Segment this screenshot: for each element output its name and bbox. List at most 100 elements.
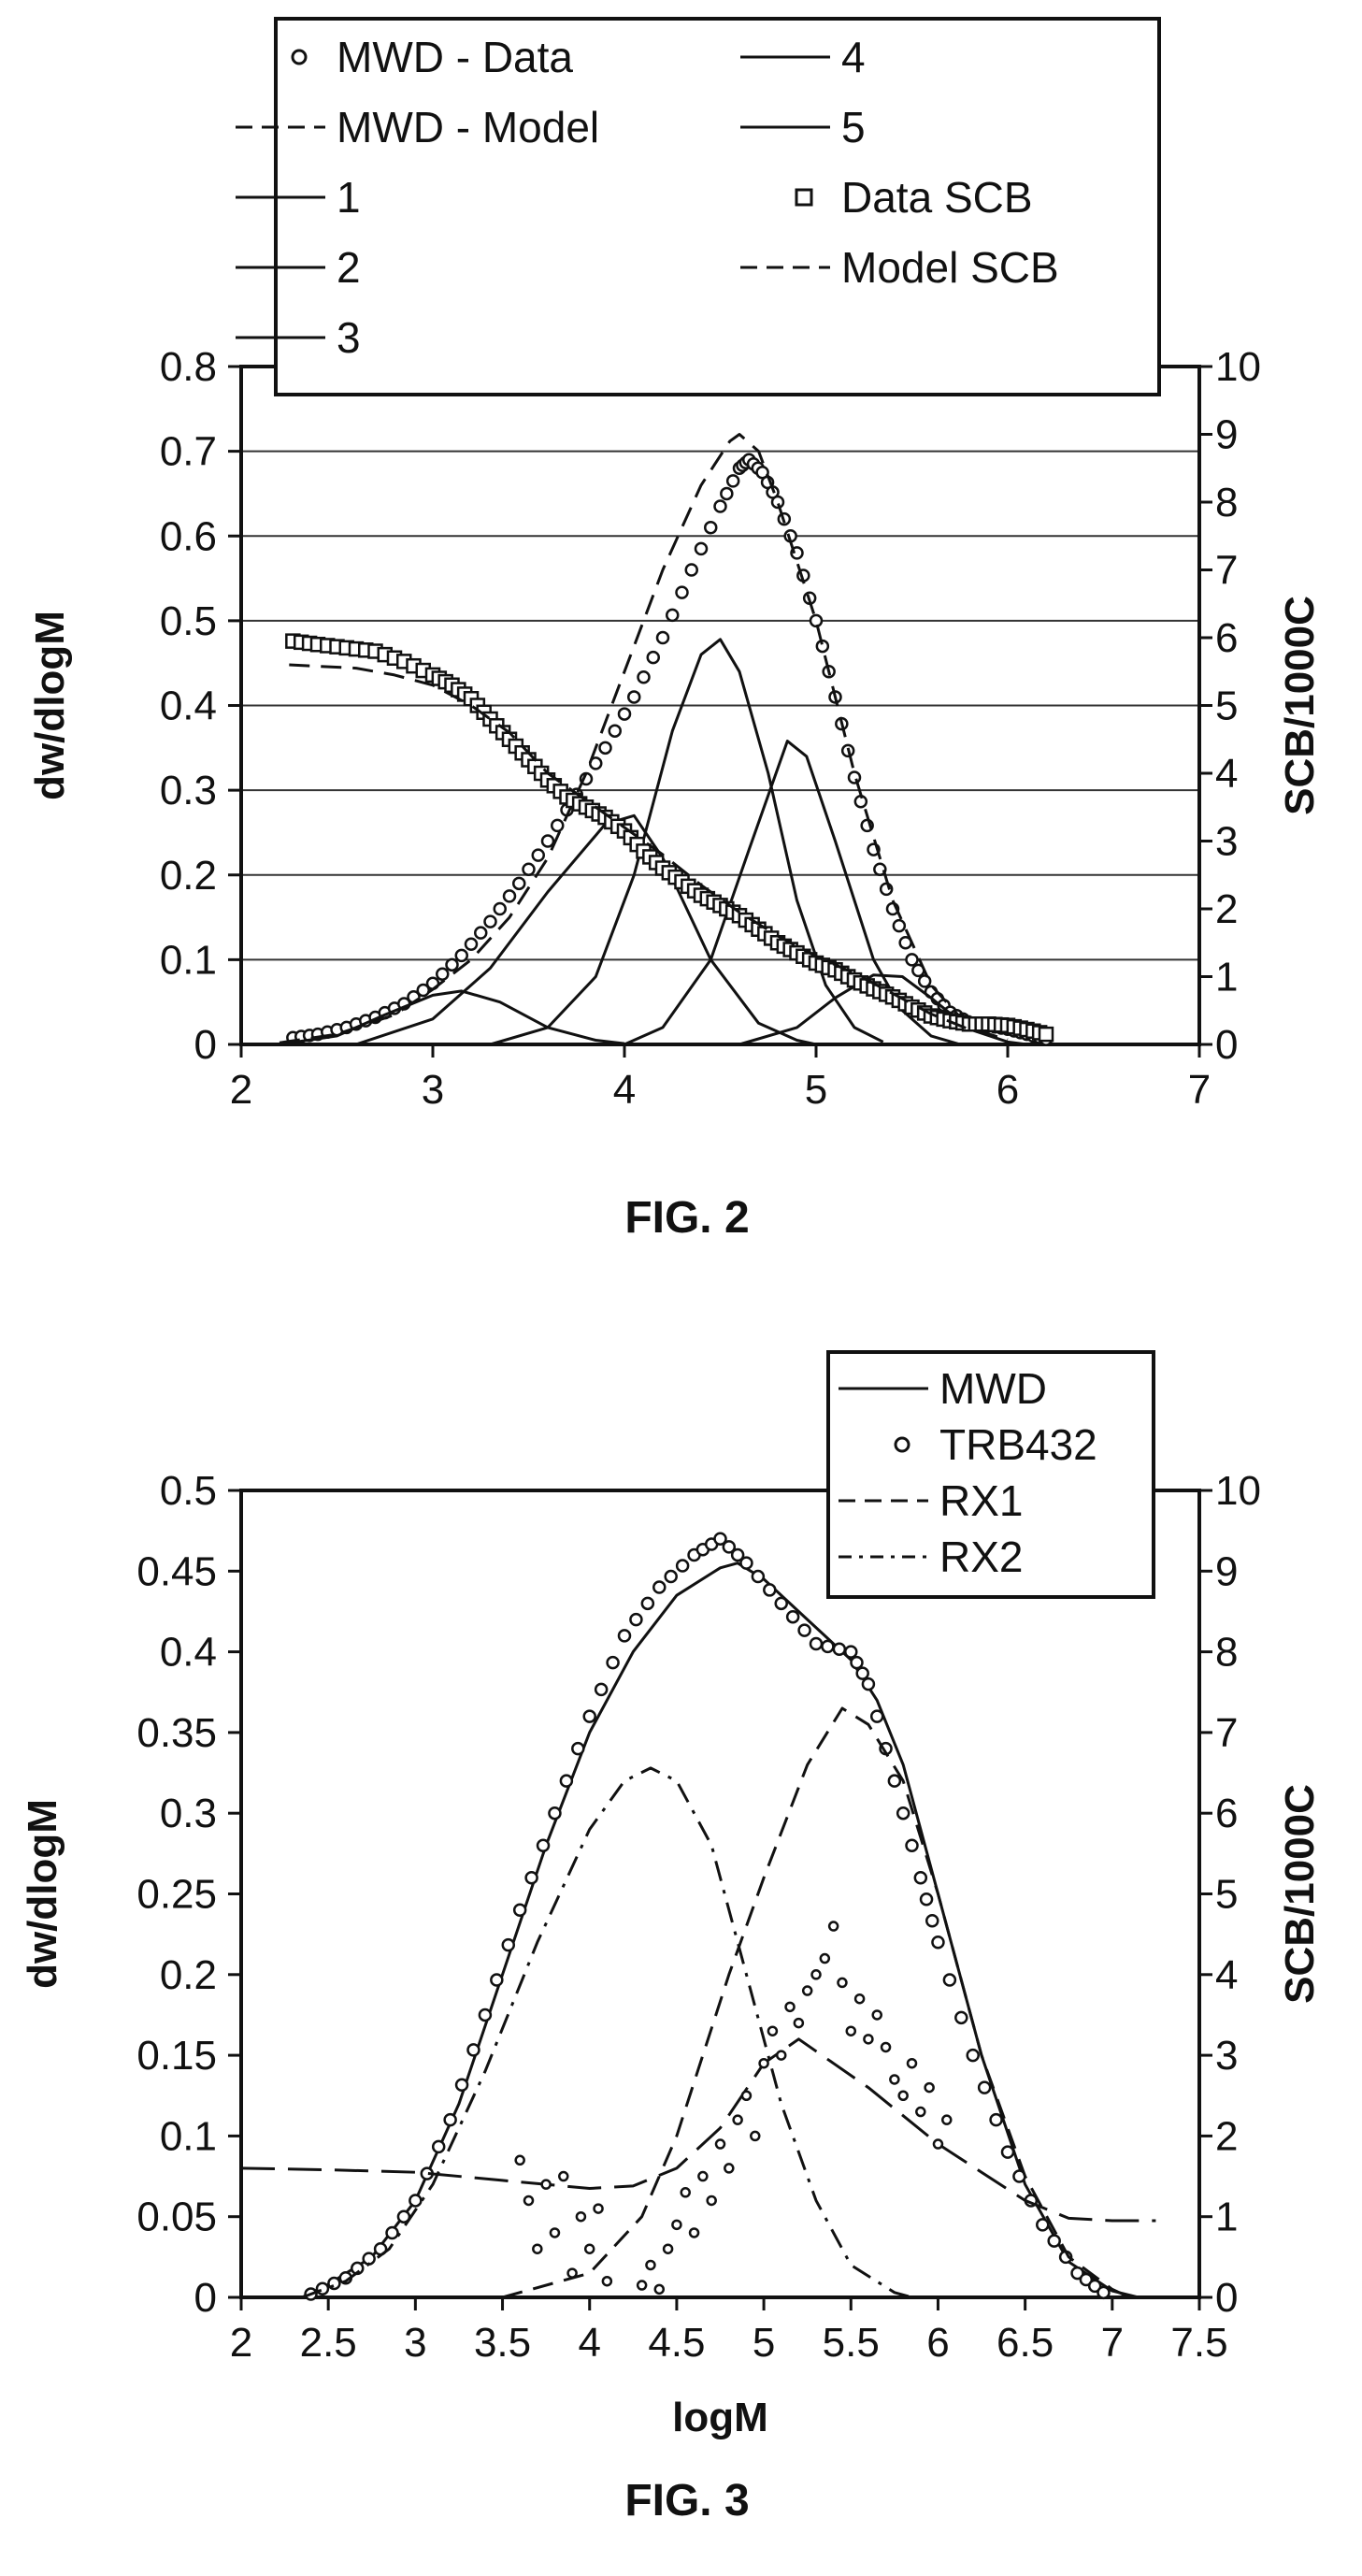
fig2-series-mwd-data-point <box>694 541 709 556</box>
fig2-y-tick-label: 0.5 <box>160 598 217 644</box>
fig2-y-tick-label: 0.7 <box>160 429 217 475</box>
fig3-series-trb432-point <box>913 1870 928 1885</box>
fig2-y2-tick-label: 5 <box>1215 684 1238 729</box>
fig3-legend-entry-mwd: MWD <box>839 1364 1047 1413</box>
fig3-y-tick-label: 0.3 <box>160 1791 217 1836</box>
fig3-y2-tick-label: 1 <box>1215 2195 1238 2240</box>
fig3-y-tick-label: 0.2 <box>160 1952 217 1998</box>
fig3-series-trb432-point <box>925 1914 939 1928</box>
fig3-series-data-scb-point <box>915 2106 926 2118</box>
fig2-series-model-scb <box>289 663 1009 1042</box>
fig3-y2-tick-label: 0 <box>1215 2275 1238 2321</box>
fig3-y2-tick-label: 7 <box>1215 1710 1238 1756</box>
fig3-x-tick-label: 3.5 <box>474 2320 531 2366</box>
fig3-series-data-scb-point <box>827 1921 839 1932</box>
fig2-series-mwd-data-point <box>713 499 727 513</box>
legend-label: Model SCB <box>841 243 1059 292</box>
fig3-series-data-scb-point <box>784 2001 796 2013</box>
fig3-series-data-scb-point <box>740 2090 753 2101</box>
fig2-series-mwd-data-point <box>704 520 718 535</box>
fig3-series-data-scb-point <box>514 2154 525 2166</box>
fig3-series-trb432-point <box>832 1642 847 1656</box>
fig3-y-tick-label: 0.1 <box>160 2113 217 2159</box>
fig3-series-trb432-point <box>524 1870 538 1885</box>
fig3-series-trb432-point <box>751 1569 766 1584</box>
legend-label: RX2 <box>939 1533 1023 1581</box>
fig3-series-data-scb-point <box>688 2227 700 2238</box>
fig3-y2-tick-label: 3 <box>1215 2033 1238 2079</box>
fig3-series-data-scb-point <box>706 2195 717 2207</box>
fig3-series-data-scb-point <box>906 2057 918 2069</box>
fig2-series-mwd-data-point <box>445 957 459 972</box>
fig3-x-tick-label: 3 <box>404 2320 426 2366</box>
fig3-series-data-scb-point <box>636 2280 648 2291</box>
fig3-series-data-scb-point <box>853 1993 866 2005</box>
fig3-series-trb432-point <box>675 1559 690 1573</box>
fig2-series-mwd-data-point <box>770 495 785 510</box>
fig2-series-mwd-data-point <box>725 474 740 488</box>
fig3-x-tick-label: 7.5 <box>1170 2320 1227 2366</box>
fig2-legend-entry-mwd-model: MWD - Model <box>236 103 599 151</box>
fig2-x-tick-label: 2 <box>230 1067 252 1113</box>
fig2-series-mwd-data-point <box>512 876 526 891</box>
fig3-series-trb432-point <box>1097 2285 1111 2300</box>
fig3-series-trb432-point <box>919 1892 934 1907</box>
legend-label: 5 <box>841 103 866 151</box>
fig3-series-data-scb-point <box>601 2275 613 2287</box>
fig2-y2-tick-label: 7 <box>1215 548 1238 594</box>
fig2-series-mwd-data-point <box>905 953 919 967</box>
legend-label: TRB432 <box>939 1420 1097 1469</box>
fig2-legend-entry-5: 5 <box>740 103 866 151</box>
fig3-series-trb432-point <box>548 1806 562 1820</box>
fig3-series-trb432-point <box>942 1973 957 1987</box>
fig3-series-data-scb-point <box>566 2267 578 2279</box>
fig3-y-tick-label: 0.15 <box>136 2033 217 2079</box>
fig3-y-tick-label: 0.35 <box>136 1710 217 1756</box>
fig3-y2-tick-label: 6 <box>1215 1791 1238 1836</box>
fig2-series-mwd-data-point <box>684 563 698 577</box>
fig2-series-mwd-data-point <box>646 650 660 665</box>
fig2-legend-entry-mwd-data: MWD - Data <box>291 33 573 81</box>
fig3-series-trb432-point <box>327 2276 341 2291</box>
fig2-y2-tick-label: 4 <box>1215 751 1238 797</box>
fig2-series-4 <box>624 740 961 1046</box>
fig3-chart: 2 2.5 3 3.5 4 4.5 5 5.5 6 6.5 7 7.500.050.10.150.20… <box>20 1350 1323 2526</box>
fig3-series-data-scb-point <box>583 2243 595 2254</box>
fig3-series-trb432-point <box>640 1596 655 1611</box>
fig2-x-tick-label: 6 <box>996 1067 1019 1113</box>
fig2-series-mwd-data-point <box>627 690 641 704</box>
fig3-y2-tick-label: 5 <box>1215 1872 1238 1918</box>
fig3-y2-tick-label: 10 <box>1215 1468 1261 1514</box>
fig3-x-tick-label: 6 <box>926 2320 949 2366</box>
fig3-series-trb432-point <box>617 1629 632 1643</box>
fig2-legend-entry-2: 2 <box>236 243 361 292</box>
fig2-series-mwd-data-point <box>540 834 555 848</box>
fig3-series-trb432-point <box>797 1623 811 1637</box>
legend-label: 3 <box>337 313 361 362</box>
fig3-series-trb432-point <box>571 1741 585 1756</box>
fig2-y2-tick-label: 8 <box>1215 480 1238 525</box>
fig3-series-trb432-point <box>905 1838 919 1852</box>
legend-label: MWD - Data <box>337 33 573 81</box>
fig3-y2-tick-label: 9 <box>1215 1548 1238 1594</box>
fig2-y2-tick-label: 2 <box>1215 886 1238 932</box>
fig2-series-mwd-data-point <box>666 608 680 623</box>
fig3-series-data-scb-point <box>732 2114 743 2125</box>
fig3-y-tick-label: 0.25 <box>136 1872 217 1918</box>
fig3-series-data-scb-point <box>593 2203 604 2214</box>
fig3-series-data-scb-point <box>671 2219 682 2231</box>
fig2-series-mwd-data-point <box>551 818 565 833</box>
fig3-series-trb432-point <box>454 2078 469 2092</box>
fig2-series-mwd-data-point <box>483 914 497 928</box>
fig2-y-tick-label: 0.1 <box>160 937 217 983</box>
fig2-y-tick-label: 0.6 <box>160 513 217 559</box>
fig2-series-mwd-data-point <box>637 670 651 684</box>
fig2-legend-box <box>274 17 1161 396</box>
fig3-series-trb432-point <box>809 1636 824 1651</box>
legend-label: 1 <box>337 173 361 222</box>
fig3-series-data-scb-point <box>540 2179 552 2190</box>
fig2-x-tick-label: 4 <box>613 1067 636 1113</box>
fig3-series-trb432-point <box>844 1645 858 1659</box>
fig2-series-mwd-data-point <box>502 889 517 903</box>
